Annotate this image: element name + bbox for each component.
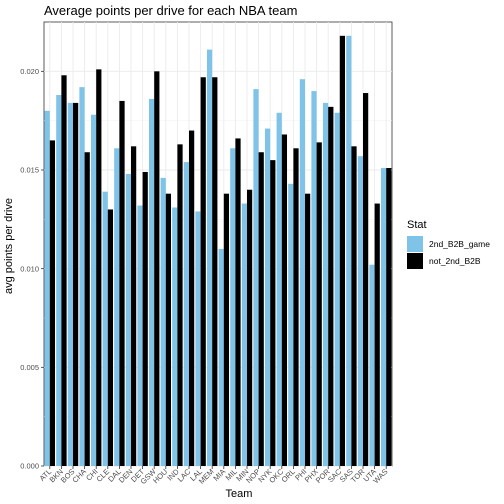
x-axis-title: Team (226, 488, 253, 500)
bar-nyk-not_2nd_b2b (270, 160, 276, 466)
bar-was-2nd_b2b_game (380, 168, 387, 466)
legend-label-not_2nd_b2b: not_2nd_B2B (429, 256, 481, 266)
bar-sas-not_2nd_b2b (351, 146, 357, 466)
plot-area (43, 21, 393, 467)
bar-por-2nd_b2b_game (322, 102, 329, 466)
bar-nop-2nd_b2b_game (253, 89, 259, 467)
x-axis: ATLBKNBOSCHACHICLEDALDENDETGSWHOUINDLACL… (38, 466, 390, 486)
legend: Stat 2nd_B2B_game not_2nd_B2B (407, 219, 490, 269)
bar-dal-2nd_b2b_game (114, 148, 120, 466)
bar-sas-2nd_b2b_game (346, 35, 352, 467)
bar-por-not_2nd_b2b (328, 106, 334, 466)
bar-okc-not_2nd_b2b (281, 134, 288, 467)
bar-lal-not_2nd_b2b (200, 77, 206, 467)
bar-det-2nd_b2b_game (137, 205, 143, 466)
bar-mia-not_2nd_b2b (223, 193, 230, 466)
bar-uta-not_2nd_b2b (374, 203, 380, 466)
bar-cha-not_2nd_b2b (84, 152, 90, 467)
y-tick-label: 0.015 (20, 166, 39, 175)
bar-phi-not_2nd_b2b (305, 193, 311, 466)
bar-min-not_2nd_b2b (247, 189, 253, 466)
bar-phi-2nd_b2b_game (299, 79, 305, 466)
bar-gsw-not_2nd_b2b (154, 71, 160, 466)
bar-dal-not_2nd_b2b (119, 100, 125, 466)
y-tick-label: 0.000 (20, 462, 39, 471)
bar-bos-2nd_b2b_game (67, 102, 73, 466)
bar-chi-2nd_b2b_game (90, 114, 97, 466)
bar-lac-not_2nd_b2b (189, 130, 195, 467)
bar-cha-2nd_b2b_game (79, 87, 85, 467)
bar-tor-not_2nd_b2b (363, 93, 369, 466)
bar-den-not_2nd_b2b (131, 146, 137, 466)
bar-okc-2nd_b2b_game (276, 112, 282, 467)
bar-lal-2nd_b2b_game (195, 211, 201, 466)
bar-mem-2nd_b2b_game (206, 49, 213, 466)
bar-atl-2nd_b2b_game (44, 110, 50, 467)
chart-title: Average points per drive for each NBA te… (44, 3, 297, 18)
bar-cle-2nd_b2b_game (102, 191, 108, 466)
legend-label-2nd_b2b_game: 2nd_B2B_game (429, 239, 490, 249)
bars (44, 35, 392, 467)
legend-title: Stat (407, 219, 427, 231)
y-tick-label: 0.020 (20, 67, 39, 76)
bar-was-not_2nd_b2b (386, 168, 392, 466)
y-tick-label: 0.005 (20, 363, 39, 372)
legend-key-2nd_b2b_game (407, 236, 423, 252)
bar-bos-not_2nd_b2b (73, 102, 79, 466)
bar-tor-2nd_b2b_game (357, 156, 363, 467)
bar-cle-not_2nd_b2b (107, 209, 114, 466)
bar-det-not_2nd_b2b (142, 171, 148, 466)
bar-hou-not_2nd_b2b (165, 193, 172, 466)
y-axis-title: avg points per drive (3, 198, 15, 294)
bar-min-2nd_b2b_game (241, 203, 247, 466)
bar-den-2nd_b2b_game (125, 173, 131, 467)
bar-sac-2nd_b2b_game (334, 112, 340, 467)
bar-orl-2nd_b2b_game (288, 183, 294, 466)
bar-nyk-2nd_b2b_game (264, 128, 271, 466)
bar-bkn-not_2nd_b2b (61, 75, 67, 466)
bar-chi-not_2nd_b2b (96, 69, 102, 467)
bar-phx-not_2nd_b2b (316, 142, 322, 466)
bar-ind-not_2nd_b2b (177, 144, 183, 466)
bar-hou-2nd_b2b_game (160, 177, 166, 467)
bar-orl-not_2nd_b2b (293, 148, 299, 466)
bar-mia-2nd_b2b_game (218, 248, 224, 466)
bar-bkn-2nd_b2b_game (56, 95, 62, 466)
bar-mil-not_2nd_b2b (235, 138, 241, 466)
bar-ind-2nd_b2b_game (172, 207, 178, 466)
y-tick-label: 0.010 (20, 264, 39, 273)
bar-uta-2nd_b2b_game (369, 264, 375, 466)
bar-atl-not_2nd_b2b (49, 140, 56, 466)
bar-nop-not_2nd_b2b (258, 152, 264, 467)
bar-sac-not_2nd_b2b (339, 35, 346, 467)
bar-gsw-2nd_b2b_game (148, 98, 155, 467)
bar-mil-2nd_b2b_game (230, 148, 236, 466)
bar-phx-2nd_b2b_game (311, 91, 317, 467)
y-axis: 0.000 0.005 0.010 0.015 0.020 (20, 67, 44, 471)
bar-lac-2nd_b2b_game (183, 162, 189, 466)
legend-key-not_2nd_b2b (407, 253, 423, 269)
bar-mem-not_2nd_b2b (212, 77, 218, 467)
